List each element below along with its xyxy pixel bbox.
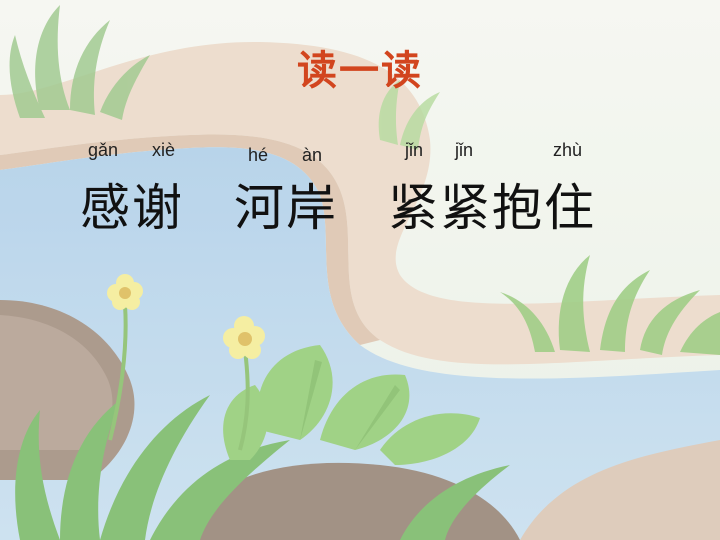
word-hean: 河岸 <box>234 179 338 237</box>
word-ganxie: 感谢 <box>80 179 184 237</box>
river-water <box>0 147 720 540</box>
pinyin-jin-1: jǐn <box>405 140 424 160</box>
pinyin-jin-2: jǐn <box>455 140 474 160</box>
word-jinjinbaozhu: 紧紧抱住 <box>388 179 596 237</box>
foreground-grass <box>15 395 510 540</box>
flower-2 <box>223 316 265 359</box>
reeds-right <box>500 255 720 355</box>
pinyin-zhu: zhù <box>553 140 583 160</box>
pinyin-he: hé <box>248 145 269 165</box>
flower-1 <box>107 274 143 310</box>
river-bank <box>0 41 720 365</box>
reeds-top-left <box>9 5 150 120</box>
pinyin-gan: gǎn <box>88 140 119 160</box>
page-title: 读一读 <box>297 48 423 94</box>
reeds-middle <box>378 80 440 150</box>
pinyin-xie: xiè <box>152 140 176 160</box>
pinyin-an: àn <box>302 145 323 165</box>
